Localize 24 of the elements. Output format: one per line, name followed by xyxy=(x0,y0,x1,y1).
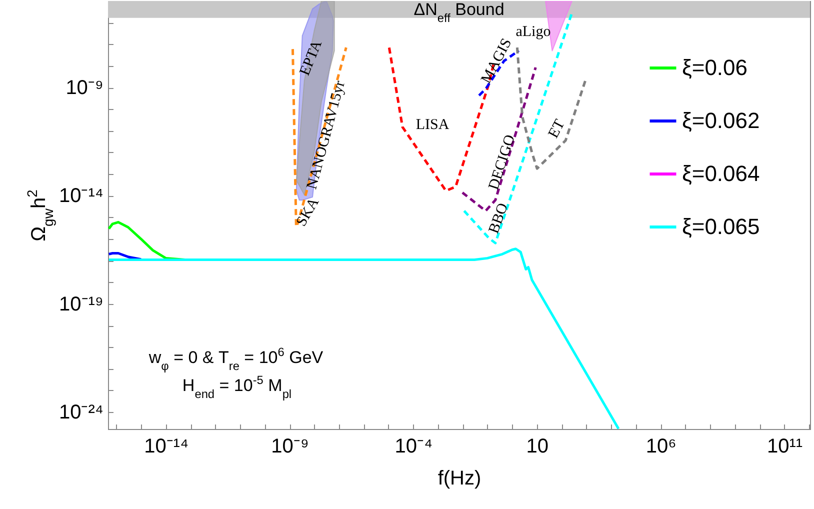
y-tick-label: 10⁻¹⁴ xyxy=(59,185,104,208)
legend-label: ξ=0.062 xyxy=(682,108,760,133)
x-tick-label: 10 xyxy=(526,436,548,458)
annotation: H$_{end}$ = 10$^{-5}$ M$_{pl}$ xyxy=(182,373,292,401)
x-tick-label: 10⁻⁴ xyxy=(394,436,433,458)
x-tick-label: 10¹¹ xyxy=(766,436,803,458)
series-label: aLigo xyxy=(516,24,551,40)
x-tick-label: 10⁻¹⁴ xyxy=(144,436,189,458)
series-label: EPTA xyxy=(297,38,326,78)
text: SKA xyxy=(294,195,323,230)
band-label: ΔN$_{eff}$ Bound xyxy=(414,0,504,25)
x-axis-title: f(Hz) xyxy=(438,468,482,490)
series-label: LISA xyxy=(416,117,450,134)
text: ET xyxy=(546,117,568,141)
legend-label: ξ=0.06 xyxy=(682,55,748,80)
y-tick-label: 10⁻¹⁹ xyxy=(59,293,104,316)
legend-label: ξ=0.065 xyxy=(682,214,760,239)
y-tick-label: 10⁻⁹ xyxy=(66,77,104,100)
annotation: w$_{φ}$ = 0 & T$_{re}$ = 10$^{6}$ GeV xyxy=(148,345,324,373)
x-tick-label: 10⁶ xyxy=(646,436,676,458)
y-tick-label: 10⁻²⁴ xyxy=(59,402,104,424)
legend-label: ξ=0.064 xyxy=(682,161,760,186)
x-tick-label: 10⁻⁹ xyxy=(271,436,309,458)
text: BBO xyxy=(486,201,512,236)
